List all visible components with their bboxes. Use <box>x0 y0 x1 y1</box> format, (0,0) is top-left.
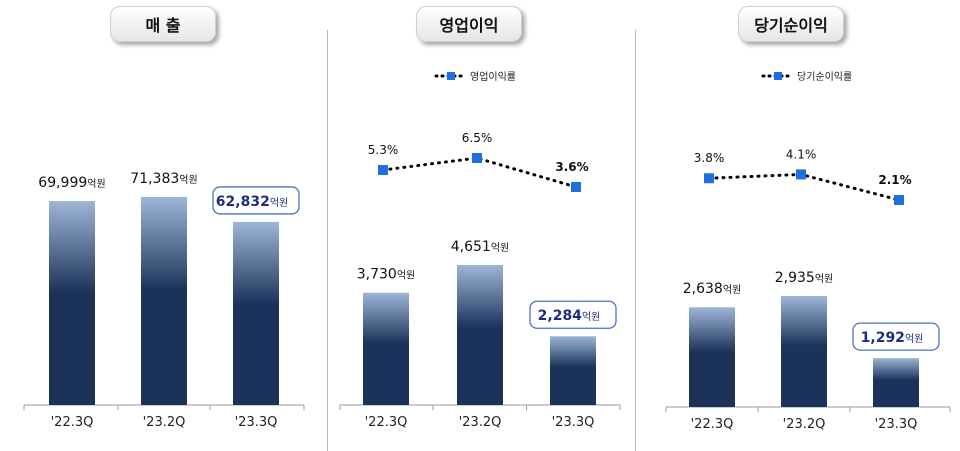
bar <box>457 265 503 405</box>
category-label: '22.3Q <box>365 415 408 430</box>
bar <box>781 296 827 407</box>
legend-label: 당기순이익률 <box>797 71 852 83</box>
category-label: '23.2Q <box>783 417 826 432</box>
margin-label: 3.8% <box>694 151 725 165</box>
category-label: '23.2Q <box>459 415 502 430</box>
margin-label: 4.1% <box>786 147 817 161</box>
value-label: 1,292억원 <box>861 330 924 346</box>
margin-point <box>472 153 482 163</box>
highlight-value-box <box>852 322 940 351</box>
margin-label: 6.5% <box>462 131 493 145</box>
value-label: 4,651억원 <box>451 239 510 255</box>
value-label: 2,638억원 <box>683 281 742 297</box>
category-label: '23.3Q <box>875 417 918 432</box>
category-label: '22.3Q <box>51 415 94 430</box>
value-label: 2,935억원 <box>775 270 834 286</box>
margin-point <box>378 165 388 175</box>
legend-marker <box>774 72 782 80</box>
category-label: '22.3Q <box>691 417 734 432</box>
margin-point <box>796 169 806 180</box>
legend-marker <box>447 72 455 80</box>
margin-point <box>704 173 714 184</box>
panel-divider-right <box>635 30 636 451</box>
sales-title: 매 출 <box>110 6 216 42</box>
margin-point <box>571 182 581 192</box>
bar <box>49 201 95 405</box>
panel-divider-left <box>327 30 328 451</box>
legend-label: 영업이익률 <box>470 70 516 83</box>
bar <box>233 221 279 405</box>
category-label: '23.3Q <box>552 415 595 430</box>
category-label: '23.3Q <box>235 415 278 430</box>
margin-label: 3.6% <box>555 160 588 174</box>
value-label: 71,383억원 <box>130 171 197 187</box>
margin-point <box>894 195 904 205</box>
highlight-value-box <box>529 300 617 329</box>
operating-profit-title: 영업이익 <box>416 6 522 42</box>
margin-label: 5.3% <box>368 143 399 157</box>
category-label: '23.2Q <box>143 415 186 430</box>
highlight-value-box <box>212 186 300 215</box>
bar <box>873 358 919 407</box>
margin-label: 2.1% <box>878 173 911 187</box>
net-income-title: 당기순이익 <box>738 6 844 42</box>
value-label: 3,730억원 <box>357 267 416 283</box>
bar <box>363 292 409 405</box>
value-label: 2,284억원 <box>538 308 601 324</box>
value-label: 62,832억원 <box>216 194 288 210</box>
bar <box>141 197 187 405</box>
bar <box>689 307 735 407</box>
bar <box>550 336 596 405</box>
value-label: 69,999억원 <box>38 175 105 191</box>
